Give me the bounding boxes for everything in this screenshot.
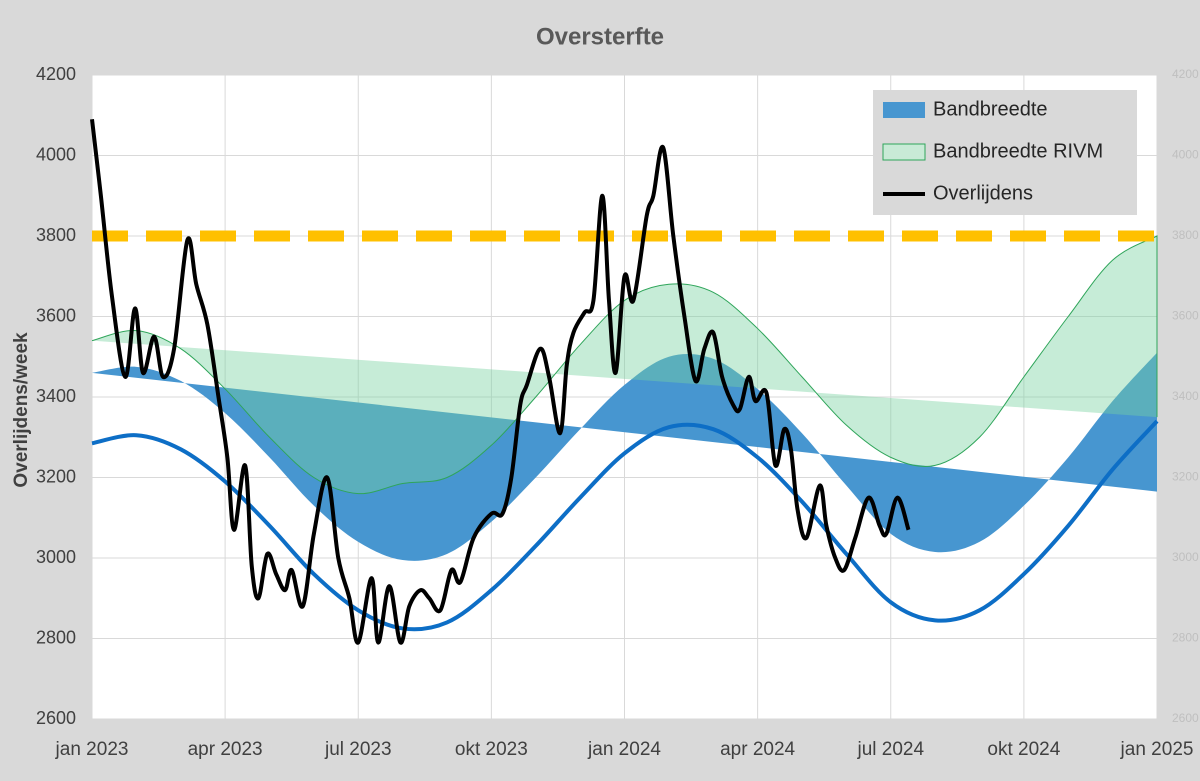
- y-tick-label: 2600: [36, 708, 76, 728]
- y-tick-label: 3600: [36, 305, 76, 325]
- y-axis-title: Overlijdens/week: [11, 332, 32, 488]
- x-tick-label: okt 2023: [455, 739, 528, 760]
- y-tick-label: 4200: [36, 64, 76, 84]
- legend-label: Bandbreedte RIVM: [933, 140, 1103, 162]
- legend-label: Bandbreedte: [933, 98, 1048, 120]
- x-tick-label: jul 2023: [324, 739, 392, 760]
- y2-tick-label: 3000: [1172, 550, 1199, 564]
- legend-label: Overlijdens: [933, 182, 1033, 204]
- x-tick-label: okt 2024: [987, 739, 1060, 760]
- y2-tick-label: 2800: [1172, 631, 1199, 645]
- y2-tick-label: 3400: [1172, 389, 1199, 403]
- y-tick-label: 4000: [36, 144, 76, 164]
- y2-tick-label: 2600: [1172, 711, 1199, 725]
- x-tick-label: jan 2023: [55, 739, 129, 760]
- y2-tick-label: 3200: [1172, 470, 1199, 484]
- y2-tick-label: 3800: [1172, 228, 1199, 242]
- y2-tick-label: 4200: [1172, 67, 1199, 81]
- chart-title: Oversterfte: [536, 23, 664, 50]
- x-tick-label: jul 2024: [856, 739, 924, 760]
- x-tick-label: apr 2023: [188, 739, 263, 760]
- legend-swatch: [882, 143, 926, 161]
- y-tick-label: 3000: [36, 547, 76, 567]
- x-tick-label: jan 2025: [1120, 739, 1194, 760]
- y-tick-label: 3400: [36, 386, 76, 406]
- x-tick-label: jan 2024: [587, 739, 661, 760]
- legend-swatch: [883, 102, 925, 118]
- y-tick-label: 3800: [36, 225, 76, 245]
- y-tick-label: 3200: [36, 466, 76, 486]
- y-tick-label: 2800: [36, 627, 76, 647]
- band-area: [92, 352, 1157, 561]
- band-area: [91, 235, 1158, 495]
- series-line: [90, 119, 911, 645]
- x-tick-label: apr 2024: [720, 739, 795, 760]
- y2-tick-label: 4000: [1172, 148, 1199, 162]
- y2-tick-label: 3600: [1172, 309, 1199, 323]
- center-line: [91, 419, 1159, 632]
